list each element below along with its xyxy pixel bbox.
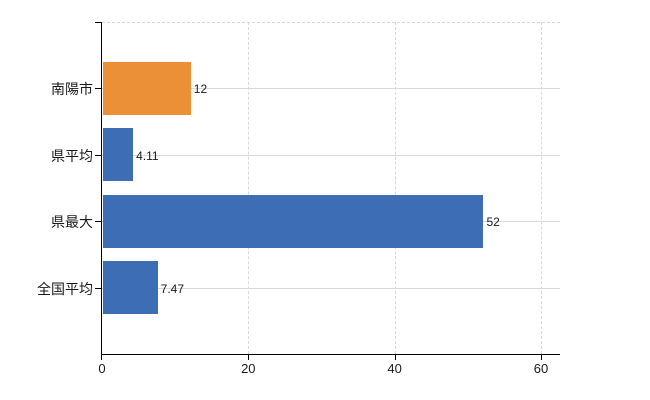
gridline-horizontal (102, 154, 560, 156)
bar-value-label: 12 (193, 82, 208, 97)
y-tick (95, 221, 101, 223)
gridline-vertical (540, 22, 542, 354)
x-tick-label: 40 (387, 361, 402, 376)
gridline-vertical (248, 22, 250, 354)
bar-4 (103, 261, 158, 315)
gridline-horizontal (102, 88, 560, 90)
x-tick (248, 354, 250, 360)
x-tick (394, 354, 396, 360)
x-tick-label: 60 (533, 361, 549, 376)
gridline-horizontal (102, 287, 560, 289)
bar-value-label: 4.11 (136, 148, 159, 163)
y-axis-top-cap (95, 22, 101, 23)
category-label: 全国平均 (37, 280, 93, 297)
x-tick-label: 0 (98, 361, 106, 376)
x-tick (101, 354, 102, 360)
y-tick (95, 287, 101, 289)
bar-2 (103, 128, 134, 182)
x-tick (540, 354, 542, 360)
bar-value-label: 7.47 (160, 281, 184, 296)
gridline-vertical (394, 22, 396, 354)
category-label: 県最大 (51, 214, 93, 231)
category-label: 南陽市 (51, 81, 93, 98)
y-tick (95, 88, 101, 90)
x-axis-line (101, 354, 560, 355)
x-tick-label: 20 (241, 361, 256, 376)
category-label: 県平均 (51, 147, 93, 164)
bar-value-label: 52 (486, 215, 500, 230)
y-axis-line (101, 22, 102, 354)
bar-1 (103, 61, 191, 115)
bar-3 (103, 194, 484, 248)
plot-top-border (102, 22, 560, 23)
y-tick (95, 154, 101, 156)
